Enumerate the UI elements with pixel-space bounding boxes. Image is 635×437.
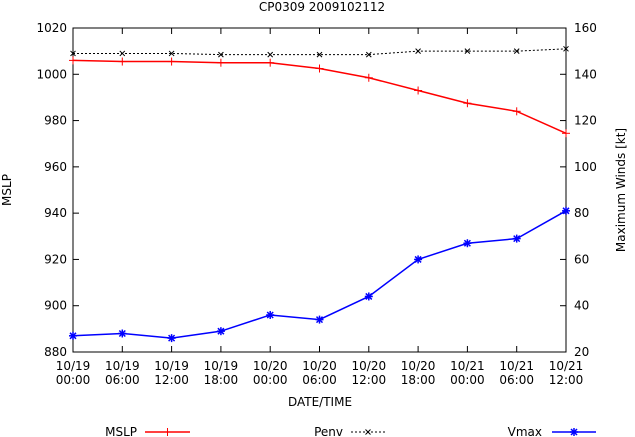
point-mslp <box>69 56 77 65</box>
axes-frame <box>72 27 567 353</box>
point-mslp <box>118 57 127 66</box>
point-mslp <box>167 57 176 66</box>
x-axis-label: DATE/TIME <box>288 395 352 409</box>
point-mslp <box>315 64 324 73</box>
y-tick-label: 1020 <box>36 21 67 35</box>
x-tick-label: 10/21 06:00 <box>499 359 534 387</box>
y-tick-label: 940 <box>44 206 67 220</box>
y-tick-label: 880 <box>44 345 67 359</box>
point-penv <box>218 51 224 58</box>
y2-tick-label: 160 <box>574 21 597 35</box>
point-mslp <box>512 107 521 116</box>
y-tick-label: 960 <box>44 160 67 174</box>
point-mslp <box>216 58 225 67</box>
point-vmax <box>118 329 127 338</box>
x-tick-label: 10/21 00:00 <box>450 359 485 387</box>
y2-tick-label: 60 <box>574 252 589 266</box>
x-tick-label: 10/19 00:00 <box>56 359 91 387</box>
y2-axis-label: Maximum Winds [kt] <box>614 128 628 252</box>
legend-label-penv: Penv <box>314 425 343 437</box>
point-penv <box>267 51 274 58</box>
point-mslp <box>266 58 275 67</box>
point-vmax <box>266 310 275 319</box>
plot-border <box>72 27 567 353</box>
x-tick-label: 10/19 18:00 <box>204 359 239 387</box>
y-tick-label: 900 <box>44 299 67 313</box>
point-vmax <box>364 292 373 301</box>
series-layer <box>69 45 570 343</box>
point-mslp <box>414 86 423 95</box>
y2-tick-label: 140 <box>574 67 597 81</box>
legend: MSLP Penv Vmax <box>105 425 596 437</box>
x-axis-ticks: 10/19 00:00 10/19 06:00 10/19 12:00 10/19 18:00… <box>56 28 584 387</box>
x-tick-label: 10/20 18:00 <box>401 359 436 387</box>
point-vmax <box>512 234 521 243</box>
point-penv <box>119 50 126 57</box>
point-penv <box>464 48 471 54</box>
point-penv <box>513 48 520 54</box>
y2-tick-label: 40 <box>574 299 589 313</box>
y-tick-label: 1000 <box>36 67 67 81</box>
point-vmax <box>69 331 77 340</box>
point-vmax <box>562 206 570 215</box>
point-vmax <box>315 315 324 324</box>
point-vmax <box>216 327 225 336</box>
x-tick-label: 10/20 06:00 <box>302 359 337 387</box>
x-tick-label: 10/21 12:00 <box>549 359 584 387</box>
point-mslp <box>463 99 472 108</box>
series-line-penv <box>73 48 567 56</box>
point-vmax <box>167 334 176 343</box>
point-mslp <box>364 73 373 82</box>
y2-tick-label: 100 <box>574 160 597 174</box>
y2-tick-label: 120 <box>574 114 597 128</box>
y-axis-label: MSLP <box>0 174 14 206</box>
point-vmax <box>463 239 472 248</box>
left-axis-ticks: 880 900 920 940 960 980 1000 1020 <box>36 21 79 359</box>
point-penv <box>415 48 421 54</box>
point-penv <box>70 50 76 57</box>
x-tick-label: 10/19 12:00 <box>154 359 189 387</box>
y-tick-label: 980 <box>44 114 67 128</box>
x-tick-label: 10/19 06:00 <box>105 359 140 387</box>
point-penv <box>365 51 372 58</box>
point-mslp <box>562 129 570 138</box>
x-tick-label: 10/20 00:00 <box>253 359 288 387</box>
x-tick-label: 10/20 12:00 <box>352 359 387 387</box>
right-axis-ticks: 20 40 60 80 100 120 140 160 <box>560 21 597 359</box>
point-penv <box>316 51 323 58</box>
legend-label-vmax: Vmax <box>508 425 542 437</box>
point-penv <box>563 45 569 52</box>
y-tick-label: 920 <box>44 252 67 266</box>
legend-marker-penv <box>365 429 371 435</box>
point-penv <box>168 50 175 57</box>
legend-marker-mslp <box>163 428 172 436</box>
legend-label-mslp: MSLP <box>105 425 137 437</box>
point-vmax <box>414 255 423 264</box>
chart-title: CP0309 2009102112 <box>259 0 385 14</box>
legend-marker-vmax <box>570 428 578 436</box>
y2-tick-label: 80 <box>574 206 589 220</box>
y2-tick-label: 20 <box>574 345 589 359</box>
